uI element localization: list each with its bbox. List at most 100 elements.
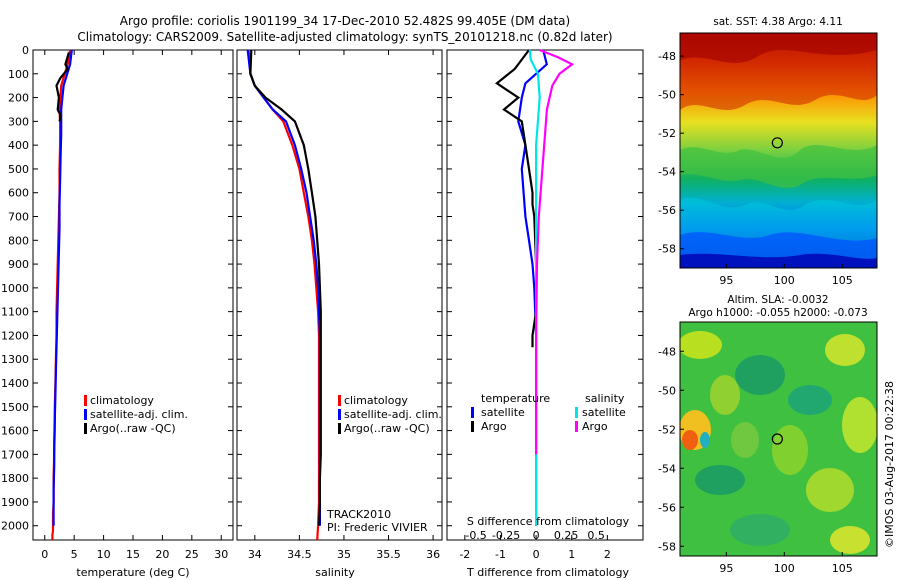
- temperature-xtick-label: 0: [41, 548, 48, 561]
- figure-title-line2: Climatology: CARS2009. Satellite-adjuste…: [77, 30, 612, 44]
- t-diff-xtick-label: 1: [568, 548, 575, 561]
- sla-map-subtitle: Argo h1000: -0.055 h2000: -0.073: [688, 307, 867, 319]
- legend-swatch-s-argo: [575, 421, 578, 432]
- legend-swatch-satellite: [84, 409, 87, 420]
- salinity-axes-frame: [236, 49, 443, 541]
- salinity-series-2: [249, 49, 322, 526]
- temperature-xtick-label: 5: [71, 548, 78, 561]
- sst-map-axes: 95 100 105 -48 -50 -52 -54 -56 -58: [658, 50, 853, 287]
- sst-map-ytick-label: -54: [658, 166, 676, 179]
- depth-tick-label: 300: [8, 115, 29, 128]
- legend-label-argo: Argo(..raw -QC): [344, 422, 430, 435]
- depth-tick-label: 700: [8, 211, 29, 224]
- salinity-xtick-label: 34: [248, 548, 262, 561]
- depth-tick-label: 1400: [1, 377, 29, 390]
- s-diff-xtick-label: 0: [533, 529, 540, 542]
- depth-tick-label: 100: [8, 68, 29, 81]
- imos-watermark: ©IMOS 03-Aug-2017 00:22:38: [883, 381, 896, 548]
- legend-label-s-satellite: satellite: [582, 406, 626, 419]
- depth-tick-label: 1100: [1, 306, 29, 319]
- legend-swatch-climatology: [84, 395, 87, 406]
- legend-group-salinity: salinity: [585, 392, 625, 405]
- legend-swatch-s-satellite: [575, 407, 578, 418]
- difference-legend: temperature salinity satellite Argo sate…: [471, 392, 626, 433]
- sla-map-axes: 95 100 105 -48 -50 -52 -54 -56 -58: [658, 345, 853, 575]
- temperature-legend: climatology satellite-adj. clim. Argo(..…: [84, 394, 188, 435]
- pi-annotation: PI: Frederic VIVIER: [327, 521, 428, 534]
- depth-tick-label: 1000: [1, 282, 29, 295]
- sla-map-frame: [679, 321, 878, 557]
- temperature-xtick-label: 20: [155, 548, 169, 561]
- legend-label-argo: Argo(..raw -QC): [90, 422, 176, 435]
- difference-axes-frame: [446, 49, 644, 541]
- temperature-xtick-label: 10: [97, 548, 111, 561]
- legend-label-satellite: satellite-adj. clim.: [90, 408, 188, 421]
- salinity-series: [246, 49, 322, 541]
- temperature-xtick-label: 15: [126, 548, 140, 561]
- legend-swatch-t-satellite: [471, 407, 474, 418]
- sla-map-ytick-label: -54: [658, 462, 676, 475]
- temperature-series-2: [55, 52, 70, 122]
- temperature-xlabel: temperature (deg C): [76, 566, 189, 579]
- temperature-xtick-label: 30: [214, 548, 228, 561]
- t-diff-xtick-label: -2: [459, 548, 470, 561]
- legend-swatch-satellite: [338, 409, 341, 420]
- salinity-xtick-label: 36: [426, 548, 440, 561]
- legend-swatch-argo: [338, 423, 341, 434]
- s-diff-xtick-label: 0.5: [587, 529, 605, 542]
- sla-map-ytick-label: -56: [658, 501, 676, 514]
- temperature-xtick-label: 25: [185, 548, 199, 561]
- legend-group-temperature: temperature: [481, 392, 550, 405]
- s-diff-xtick-label: -0.5: [465, 529, 486, 542]
- depth-tick-label: 0: [22, 44, 29, 57]
- legend-swatch-climatology: [338, 395, 341, 406]
- s-diff-xtick-label: 0.25: [554, 529, 579, 542]
- depth-tick-label: 1600: [1, 425, 29, 438]
- sla-map-ytick-label: -58: [658, 540, 676, 553]
- sla-map-ytick-label: -52: [658, 423, 676, 436]
- temperature-series-1: [52, 49, 73, 526]
- sla-map-ytick-label: -48: [658, 345, 676, 358]
- difference-xlabel2: S difference from climatology: [467, 515, 630, 528]
- depth-tick-label: 800: [8, 234, 29, 247]
- t-diff-xtick-label: -1: [495, 548, 506, 561]
- salinity-xtick-label: 35: [337, 548, 351, 561]
- salinity-panel: 34 34.5 35 35.5 36 salinity climatology sate…: [236, 49, 443, 579]
- salinity-xlabel: salinity: [315, 566, 355, 579]
- track-annotation: TRACK2010: [326, 508, 391, 521]
- t-diff-xtick-label: 2: [604, 548, 611, 561]
- depth-tick-label: 1300: [1, 353, 29, 366]
- salinity-series-0: [247, 49, 321, 541]
- legend-swatch-t-argo: [471, 421, 474, 432]
- legend-label-t-argo: Argo: [481, 420, 507, 433]
- depth-tick-label: 600: [8, 187, 29, 200]
- salinity-xtick-label: 34.5: [287, 548, 312, 561]
- difference-series-3: [534, 48, 575, 455]
- s-diff-xtick-label: -0.25: [492, 529, 520, 542]
- depth-tick-label: 1800: [1, 472, 29, 485]
- depth-tick-label: 1200: [1, 329, 29, 342]
- sst-map-ytick-label: -56: [658, 204, 676, 217]
- argo-location-marker: [771, 137, 783, 149]
- temperature-axes-frame: [32, 49, 234, 541]
- depth-tick-label: 2000: [1, 520, 29, 533]
- sst-map-frame: [679, 32, 878, 269]
- sst-map-xtick-label: 105: [832, 274, 853, 287]
- argo-location-marker: [771, 433, 783, 445]
- difference-series-1: [495, 49, 538, 348]
- sst-map-ytick-label: -48: [658, 50, 676, 63]
- depth-tick-label: 900: [8, 258, 29, 271]
- legend-label-satellite: satellite-adj. clim.: [344, 408, 442, 421]
- difference-series: [495, 48, 575, 526]
- legend-swatch-argo: [84, 423, 87, 434]
- sla-map-xtick-label: 100: [774, 562, 795, 575]
- depth-tick-label: 500: [8, 163, 29, 176]
- depth-tick-label: 400: [8, 139, 29, 152]
- depth-tick-label: 1500: [1, 401, 29, 414]
- sst-map-panel: sat. SST: 4.38 Argo: 4.11 95 100 105 -48 -50…: [658, 16, 878, 287]
- depth-axis: 0 100 200 300 400 500 600 700 800 900 1000 1100 1200…: [1, 44, 643, 533]
- salinity-x-axis: 34 34.5 35 35.5 36: [248, 50, 440, 561]
- temperature-x-axis: 0 5 10 15 20 25 30: [41, 50, 228, 561]
